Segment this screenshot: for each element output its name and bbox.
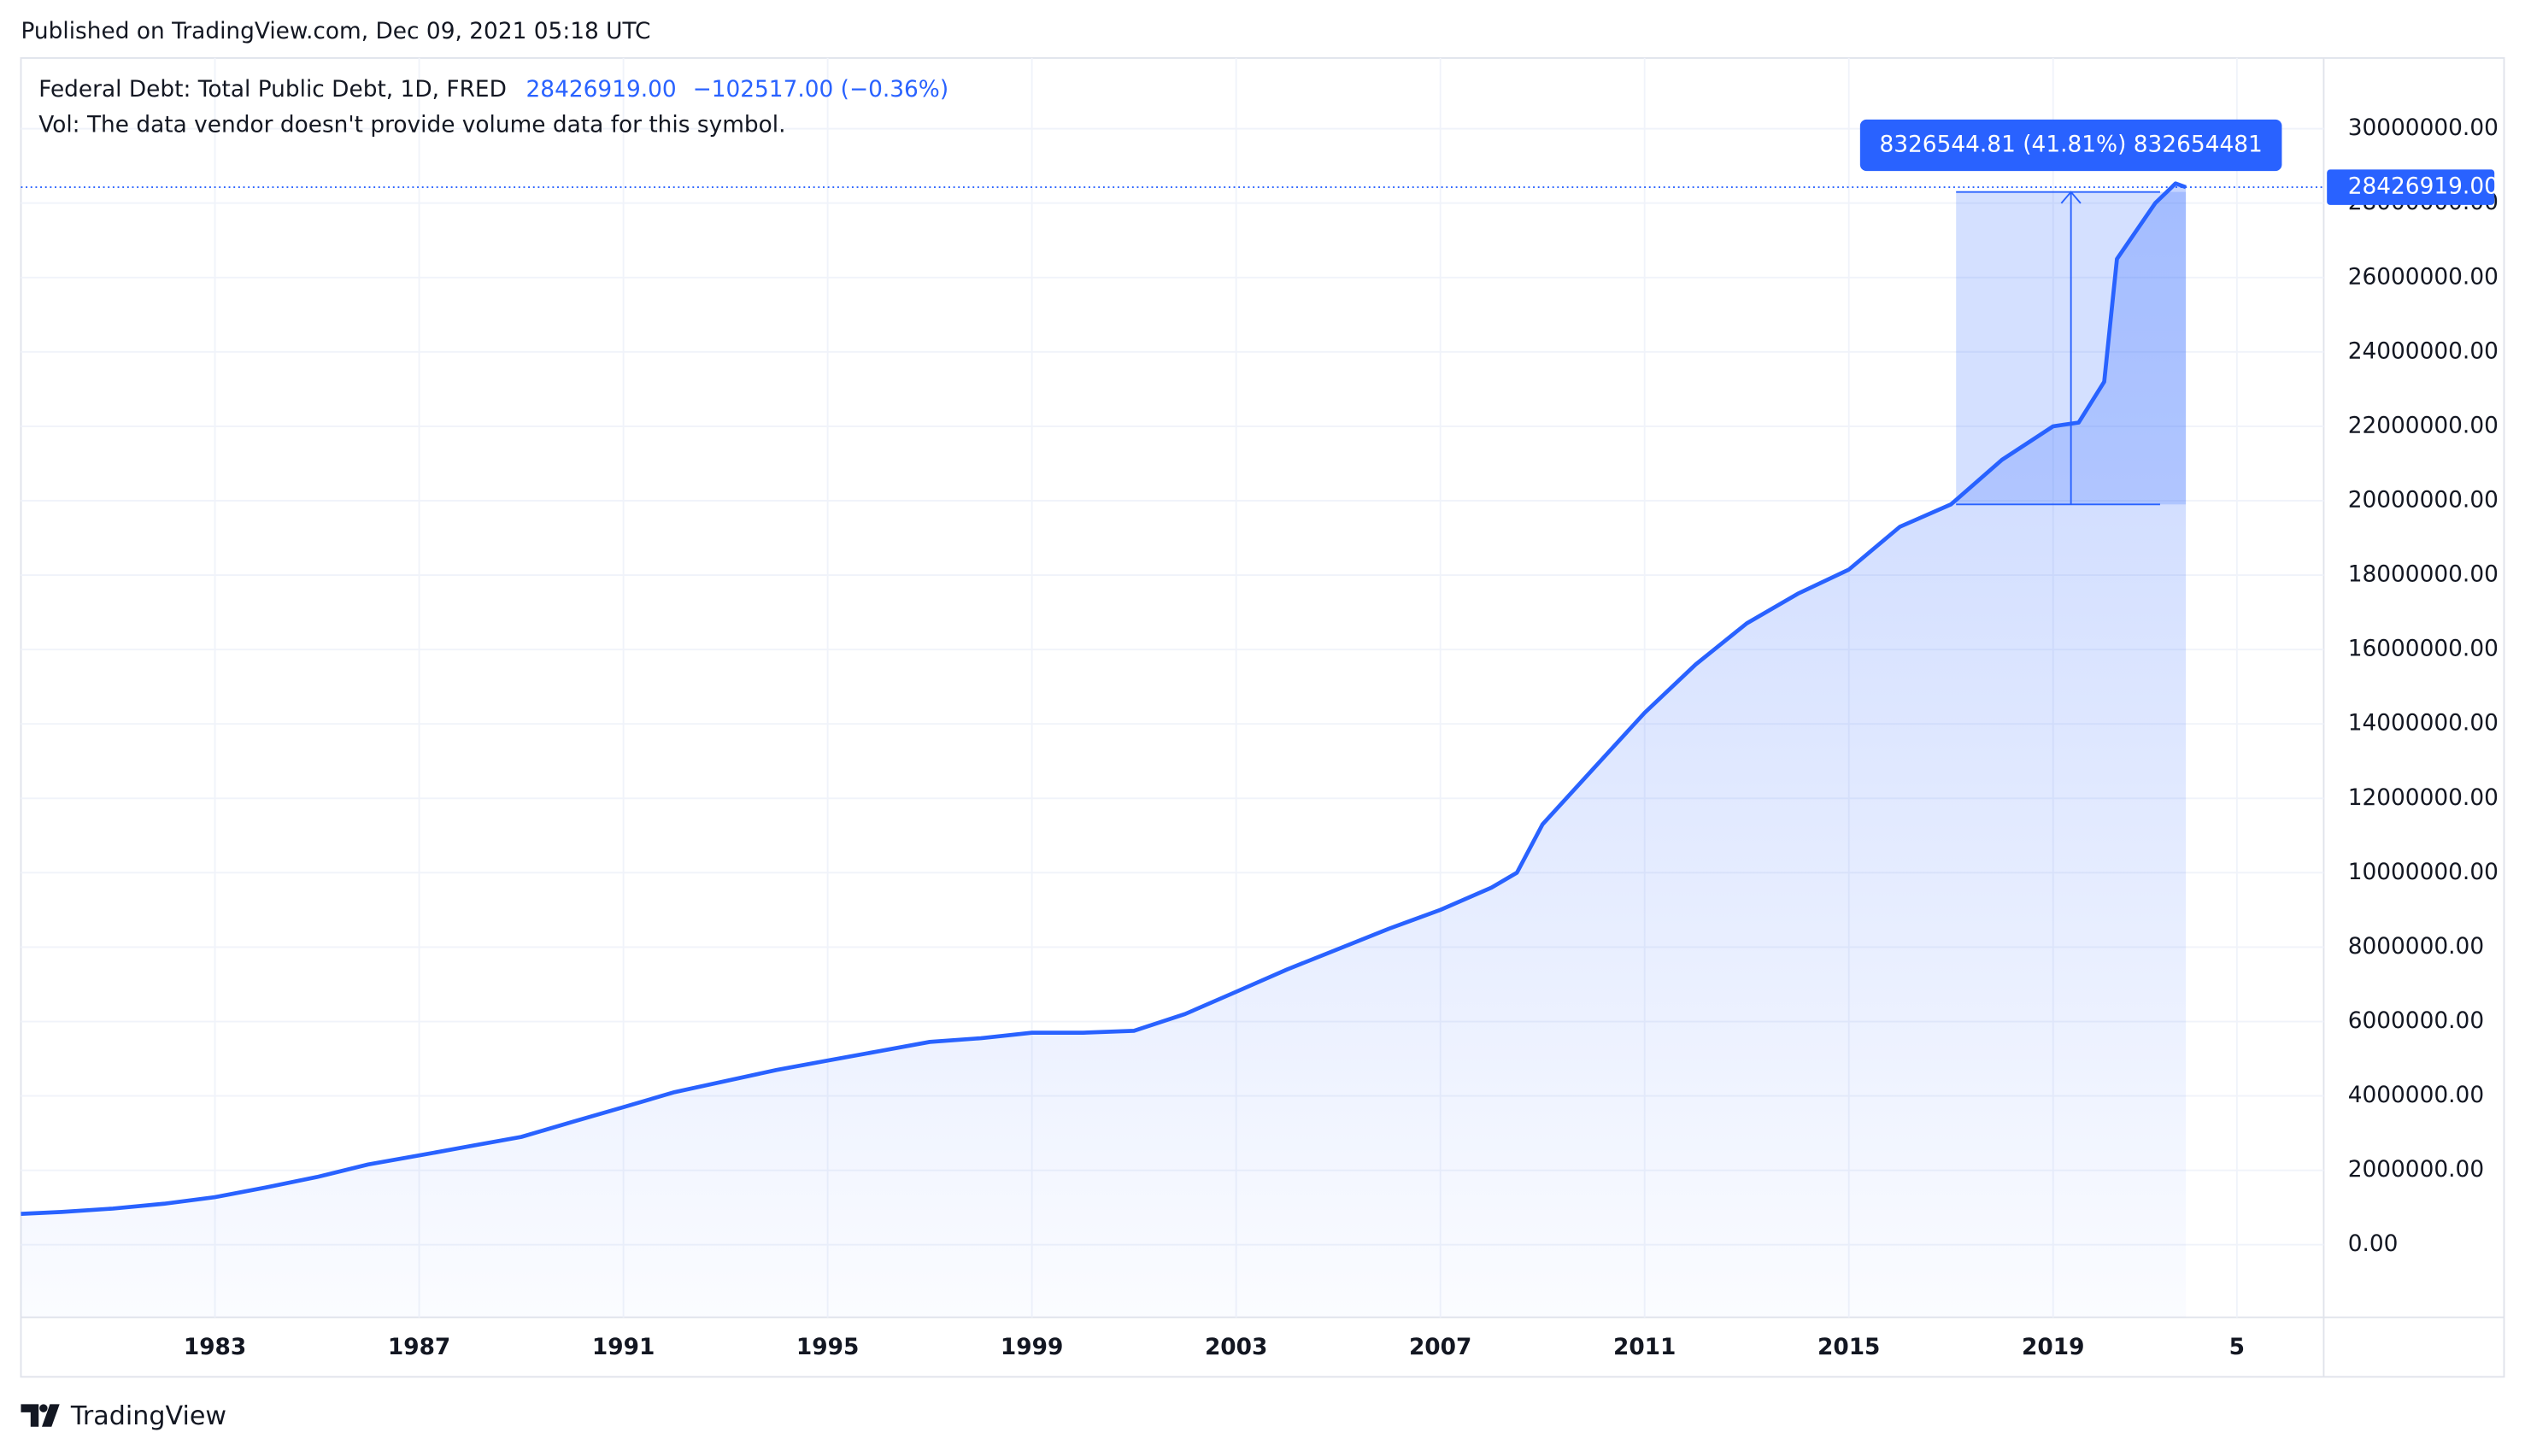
x-tick-label: 1995 <box>796 1335 859 1360</box>
area <box>21 183 2187 1318</box>
y-tick-label: 12000000.00 <box>2348 785 2499 811</box>
measure-label-text: 8326544.81 (41.81%) 832654481 <box>1879 132 2262 157</box>
y-tick-label: 10000000.00 <box>2348 860 2499 885</box>
measure-label: 8326544.81 (41.81%) 832654481 <box>1859 119 2282 172</box>
x-tick-label: 1991 <box>592 1335 655 1360</box>
x-tick-label: 2007 <box>1409 1335 1471 1360</box>
y-tick-label: 2000000.00 <box>2348 1157 2484 1183</box>
last-value: 28426919.00 <box>526 77 677 103</box>
symbol: Federal Debt: Total Public Debt, 1D, FRE… <box>38 77 507 103</box>
brand: TradingView <box>70 1401 226 1431</box>
y-tick-label: 14000000.00 <box>2348 711 2499 737</box>
y-tick-label: 6000000.00 <box>2348 1008 2484 1034</box>
plot <box>21 181 2324 1318</box>
logo-dot <box>39 1404 48 1412</box>
x-tick-label: 2019 <box>2022 1335 2084 1360</box>
last-price-badge <box>2327 169 2495 205</box>
x-tick-label: 1999 <box>1001 1335 1063 1360</box>
published: Published on TradingView.com, Dec 09, 20… <box>21 19 650 44</box>
y-tick-label: 8000000.00 <box>2348 934 2484 960</box>
x-tick-label: 1987 <box>388 1335 450 1360</box>
y-tick-label: 30000000.00 <box>2348 115 2499 141</box>
logo: TradingView <box>21 1401 226 1431</box>
last-price-label: 28426919.00 <box>2348 174 2499 200</box>
x-tick-label: 5 <box>2229 1335 2245 1360</box>
y-tick-label: 24000000.00 <box>2348 338 2499 364</box>
line <box>21 181 2187 1216</box>
change: −102517.00 (−0.36%) <box>693 77 949 103</box>
y-tick-label: 22000000.00 <box>2348 413 2499 438</box>
measure-arrowhead <box>2060 191 2082 204</box>
y-tick-label: 4000000.00 <box>2348 1083 2484 1108</box>
y-tick-label: 20000000.00 <box>2348 487 2499 513</box>
y-tick-label: 0.00 <box>2348 1231 2399 1257</box>
frame <box>20 56 2505 1378</box>
x-tick-label: 1983 <box>184 1335 246 1360</box>
x-tick-label: 2011 <box>1613 1335 1676 1360</box>
measure-label-bg <box>1859 119 2282 172</box>
volume-note: Vol: The data vendor doesn't provide vol… <box>38 113 785 138</box>
y-tick-label: 16000000.00 <box>2348 637 2499 662</box>
x-tick-label: 2003 <box>1205 1335 1267 1360</box>
logo-mark <box>21 1404 60 1427</box>
x-tick-label: 2015 <box>1817 1335 1880 1360</box>
y-tick-label: 18000000.00 <box>2348 562 2499 588</box>
y-tick-label: 26000000.00 <box>2348 264 2499 290</box>
